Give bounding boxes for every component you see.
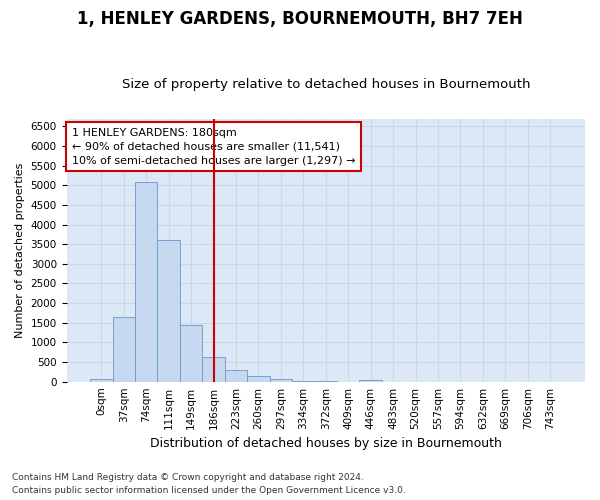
Bar — [113, 317, 135, 382]
Title: Size of property relative to detached houses in Bournemouth: Size of property relative to detached ho… — [122, 78, 530, 91]
Bar — [157, 240, 180, 382]
Bar — [135, 182, 157, 382]
X-axis label: Distribution of detached houses by size in Bournemouth: Distribution of detached houses by size … — [150, 437, 502, 450]
Bar — [180, 324, 202, 382]
Y-axis label: Number of detached properties: Number of detached properties — [15, 162, 25, 338]
Text: Contains HM Land Registry data © Crown copyright and database right 2024.
Contai: Contains HM Land Registry data © Crown c… — [12, 474, 406, 495]
Text: 1, HENLEY GARDENS, BOURNEMOUTH, BH7 7EH: 1, HENLEY GARDENS, BOURNEMOUTH, BH7 7EH — [77, 10, 523, 28]
Text: 1 HENLEY GARDENS: 180sqm
← 90% of detached houses are smaller (11,541)
10% of se: 1 HENLEY GARDENS: 180sqm ← 90% of detach… — [72, 128, 355, 166]
Bar — [225, 370, 247, 382]
Bar — [292, 380, 314, 382]
Bar — [247, 376, 269, 382]
Bar — [90, 378, 113, 382]
Bar — [269, 379, 292, 382]
Bar — [202, 358, 225, 382]
Bar — [359, 380, 382, 382]
